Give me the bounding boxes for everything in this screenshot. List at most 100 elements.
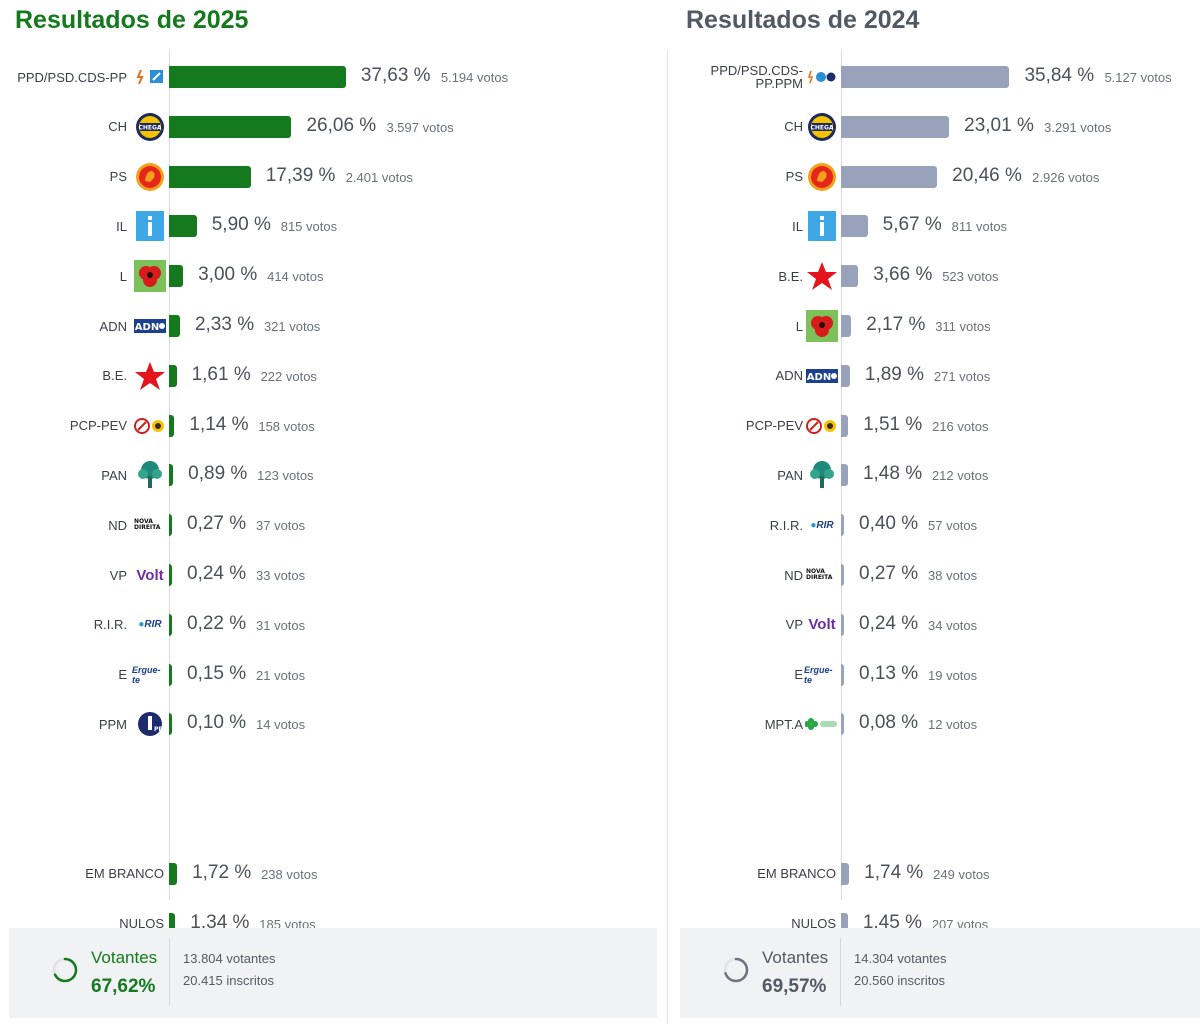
party-name: PS — [785, 169, 803, 185]
bar-row: PCP-PEV 1,14 % 158 votos — [0, 411, 520, 441]
bar-row: PPD/PSD.CDS-PP.PPM 35,84 % 5.127 votos — [672, 62, 1192, 92]
panel-divider — [667, 50, 668, 1024]
bar — [169, 115, 292, 138]
pct-label: 26,06 % — [306, 114, 377, 136]
votes-label: 158 votos — [258, 418, 315, 434]
votes-label: 271 votos — [933, 368, 991, 384]
ppd-cds-icon — [132, 62, 168, 92]
bar — [841, 165, 938, 188]
pct-label: 0,40 % — [859, 513, 919, 535]
bar — [169, 364, 177, 387]
voters-count: 13.804 votantes — [183, 951, 276, 966]
pct-label: 2,33 % — [194, 314, 255, 335]
bar-row: PPD/PSD.CDS-PP 37,63 % 5.194 votos — [0, 62, 520, 92]
party-name: EM BRANCO — [757, 866, 836, 882]
pcp-pev-icon — [804, 411, 840, 441]
bar — [169, 663, 172, 686]
party-name: IL — [792, 218, 803, 234]
pct-label: 0,89 % — [188, 463, 248, 485]
votes-label: 321 votos — [263, 319, 321, 334]
bar-row: ADN ADN 2,33 % 321 votos — [0, 311, 520, 341]
party-name: PPD/PSD.CDS-PP — [17, 69, 127, 85]
rir-icon: ●RIR — [810, 519, 834, 531]
bar — [841, 66, 1010, 88]
bar-row: NULOS 1,45 % 207 votos — [672, 909, 1192, 939]
chega-icon: CHEGA — [804, 112, 840, 142]
pct-label: 1,72 % — [192, 861, 252, 883]
party-name: ND — [108, 517, 127, 533]
votes-label: 2.926 votos — [1032, 169, 1100, 185]
turnout-label: Votantes — [91, 948, 158, 967]
nova-direita-icon: NOVA DIREITA — [806, 568, 833, 581]
pct-label: 1,14 % — [189, 413, 249, 435]
ps-fist-icon — [132, 162, 168, 192]
bar — [841, 564, 844, 586]
bar — [169, 564, 172, 586]
turnout-divider — [169, 938, 170, 1006]
bar-row: PS 20,46 % 2.926 votos — [672, 162, 1192, 192]
party-name: E — [794, 667, 803, 683]
pct-label: 3,00 % — [198, 264, 258, 286]
svg-text:CHEGA: CHEGA — [810, 124, 833, 131]
bar — [169, 414, 175, 437]
votes-label: 37 votos — [256, 518, 306, 534]
party-name: PCP-PEV — [745, 418, 803, 434]
pct-label: 23,01 % — [964, 114, 1034, 136]
registered-count: 20.560 inscritos — [854, 973, 946, 988]
votes-label: 12 votos — [928, 717, 978, 733]
votes-label: 123 votos — [257, 468, 314, 484]
pct-label: 35,84 % — [1024, 65, 1095, 86]
votes-label: 212 votos — [931, 468, 989, 484]
bar-row: PS 17,39 % 2.401 votos — [0, 162, 520, 192]
party-name: ADN — [775, 368, 803, 384]
bar — [841, 115, 950, 138]
registered-count: 20.415 inscritos — [183, 973, 275, 988]
party-name: CH — [108, 119, 127, 135]
panel-title: Resultados de 2025 — [15, 6, 249, 34]
pct-label: 1,48 % — [862, 463, 923, 485]
bar-row: PAN 1,48 % 212 votos — [672, 460, 1192, 490]
votes-label: 38 votos — [928, 568, 978, 583]
ergue-te-icon: Ergue-te — [132, 664, 161, 685]
bar-row: ADN ADN 1,89 % 271 votos — [672, 361, 1192, 391]
party-name: NULOS — [791, 916, 836, 932]
bar — [169, 613, 172, 636]
bar-row: CH CHEGA 26,06 % 3.597 votos — [0, 112, 520, 142]
ppd-cds-ppm-icon — [804, 62, 840, 92]
party-name: E — [118, 667, 127, 683]
votes-label: 222 votos — [260, 368, 317, 384]
bar — [841, 713, 844, 736]
bar-row: E Ergue-te 0,13 % 19 votos — [672, 660, 1192, 690]
results-2025-panel: Resultados de 2025 PPD/PSD.CDS-PP 37,63 %… — [0, 0, 657, 1024]
votes-label: 19 votos — [928, 667, 978, 683]
pcp-pev-icon — [132, 411, 168, 441]
party-name: PPM — [98, 716, 127, 732]
bar — [169, 265, 184, 288]
turnout-divider — [840, 938, 841, 1006]
party-name: R.I.R. — [769, 517, 803, 533]
turnout-ring-icon — [723, 957, 749, 983]
votes-label: 523 votos — [942, 269, 999, 285]
bar-row: L 2,17 % 311 votos — [672, 310, 1192, 342]
pct-label: 0,24 % — [859, 612, 919, 634]
bar-row: MPT.A 0,08 % 12 votos — [672, 709, 1192, 739]
ps-fist-icon — [804, 162, 840, 192]
turnout-box: Votantes 67,62% 13.804 votantes 20.415 i… — [9, 928, 657, 1018]
bar — [169, 514, 172, 537]
results-2024-panel: Resultados de 2024 PPD/PSD.CDS-PP.PPM 35,… — [672, 0, 1200, 1024]
adn-icon: ADN — [804, 361, 840, 391]
bar — [841, 315, 852, 337]
party-name: ADN — [99, 318, 127, 334]
voters-count: 14.304 votantes — [854, 951, 947, 966]
bar — [841, 862, 850, 885]
bar-row: EM BRANCO 1,72 % 238 votos — [0, 859, 520, 889]
pct-label: 37,63 % — [360, 65, 431, 86]
pct-label: 0,27 % — [187, 513, 247, 535]
party-name: B.E. — [102, 368, 127, 384]
party-name: R.I.R. — [93, 617, 127, 633]
bar-row: ND NOVA DIREITA 0,27 % 38 votos — [672, 560, 1192, 590]
livre-poppy-icon — [132, 260, 168, 293]
ppm-icon: PPM — [132, 709, 168, 739]
il-icon — [804, 211, 840, 242]
pct-label: 20,46 % — [952, 164, 1022, 186]
